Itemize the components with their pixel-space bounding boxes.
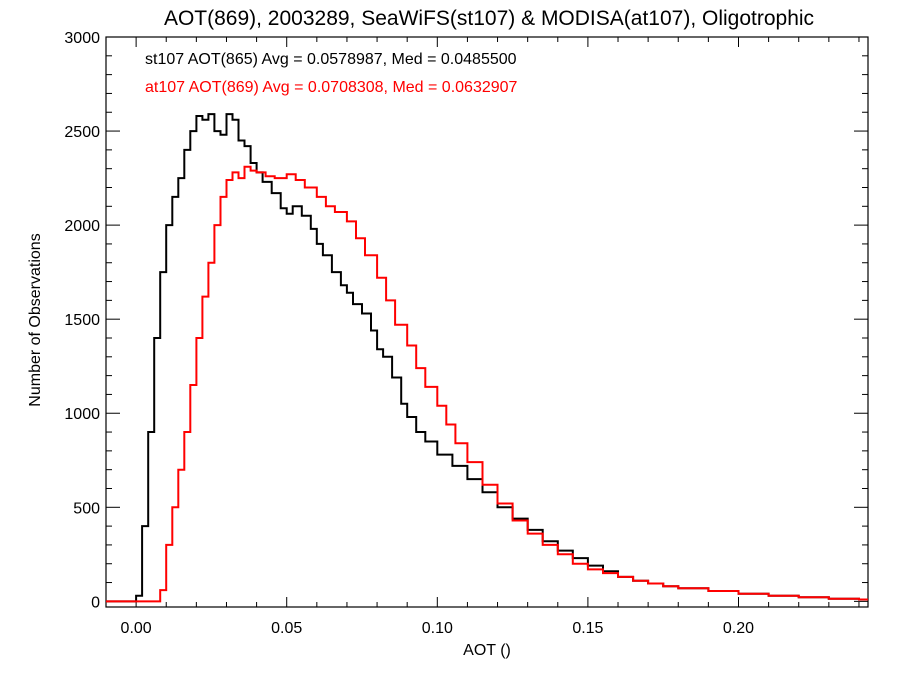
x-tick-label: 0.20 (723, 620, 754, 637)
y-tick-label: 2500 (64, 124, 100, 141)
chart-title: AOT(869), 2003289, SeaWiFS(st107) & MODI… (164, 7, 814, 30)
x-axis-label: AOT () (463, 642, 511, 659)
y-tick-label: 2000 (64, 218, 100, 235)
y-tick-label: 1500 (64, 312, 100, 329)
series-line-0 (106, 113, 868, 603)
y-tick-label: 1000 (64, 406, 100, 423)
y-tick-label: 0 (91, 594, 100, 611)
x-tick-label: 0.00 (121, 620, 152, 637)
series-line-1 (106, 165, 868, 603)
x-tick-label: 0.05 (271, 620, 302, 637)
x-tick-label: 0.15 (572, 620, 603, 637)
plot-area: 0.00 0.05 0.10 0.15 0.20 0 500 1000 1500 2000 2500… (64, 30, 869, 637)
y-tick-label: 500 (73, 500, 100, 517)
legend-entry-1: at107 AOT(869) Avg = 0.0708308, Med = 0.… (145, 79, 518, 96)
x-tick-label: 0.10 (422, 620, 453, 637)
legend-entry-0: st107 AOT(865) Avg = 0.0578987, Med = 0.… (145, 51, 517, 68)
plot-frame (105, 36, 869, 608)
y-tick-label: 3000 (64, 30, 100, 47)
y-axis-label: Number of Observations (27, 233, 44, 406)
